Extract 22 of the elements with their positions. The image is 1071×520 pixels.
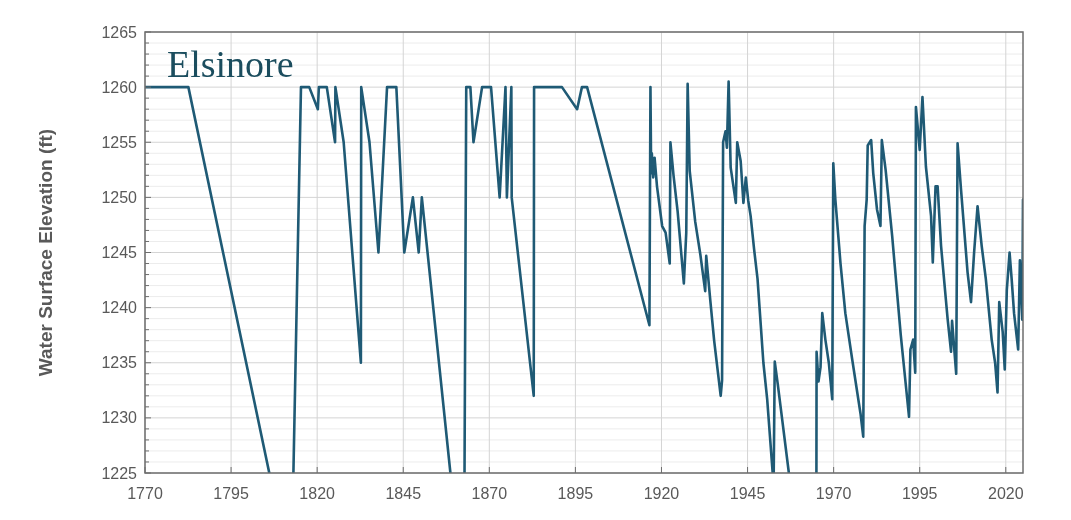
x-tick-label: 1845 xyxy=(385,485,422,502)
y-tick-label: 1230 xyxy=(101,409,138,427)
x-tick-label: 1945 xyxy=(729,485,766,502)
y-tick-label: 1240 xyxy=(101,299,138,317)
y-tick-label: 1260 xyxy=(101,78,138,96)
x-tick-label: 2020 xyxy=(987,485,1024,502)
y-tick-label: 1255 xyxy=(101,133,138,151)
x-tick-label: 1870 xyxy=(471,485,508,502)
chart-title: Elsinore xyxy=(167,43,294,85)
x-tick-label: 1770 xyxy=(127,485,163,502)
y-tick-label: 1265 xyxy=(101,23,138,41)
y-tick-label: 1245 xyxy=(101,244,138,262)
x-tick-label: 1920 xyxy=(643,485,680,502)
x-tick-label: 1895 xyxy=(557,485,594,502)
x-tick-label: 1795 xyxy=(213,485,249,502)
x-tick-label: 1820 xyxy=(299,485,336,502)
y-axis-title: Water Surface Elevation (ft) xyxy=(35,128,56,377)
x-tick-label: 1970 xyxy=(815,485,852,502)
y-tick-label: 1225 xyxy=(101,464,138,482)
y-tick-label: 1250 xyxy=(101,188,138,206)
x-tick-label: 1995 xyxy=(901,485,938,502)
y-tick-label: 1235 xyxy=(101,354,138,372)
